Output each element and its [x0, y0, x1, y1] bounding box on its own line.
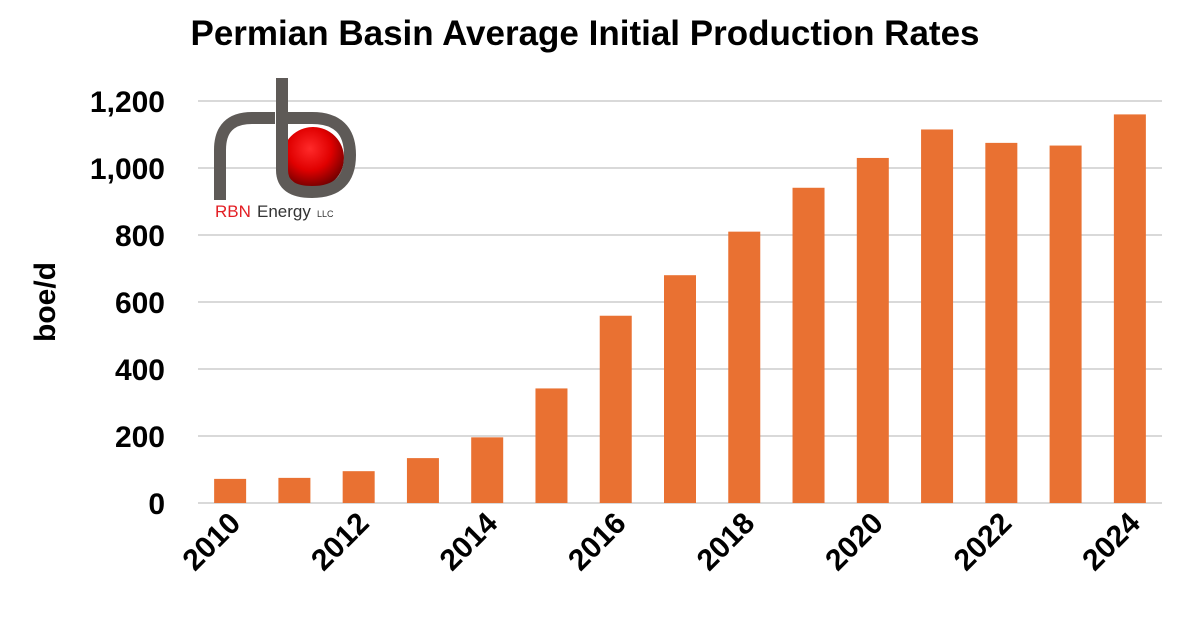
- logo-pipe: [214, 78, 357, 200]
- bar-2020: [856, 157, 889, 503]
- bar-2018: [728, 231, 761, 503]
- bar-2011: [278, 477, 311, 503]
- bar-2010: [214, 478, 247, 503]
- y-tick-label: 1,000: [90, 153, 165, 186]
- logo-rbn: RBN: [215, 202, 251, 221]
- x-tick-label: 2012: [305, 507, 376, 578]
- bar-2024: [1113, 114, 1146, 504]
- bars: [214, 114, 1146, 504]
- y-tick-label: 400: [115, 354, 165, 387]
- x-tick-label: 2010: [177, 507, 248, 578]
- bar-2015: [535, 388, 568, 503]
- x-tick-label: 2014: [434, 506, 505, 577]
- bar-2023: [1049, 145, 1082, 503]
- chart-title: Permian Basin Average Initial Production…: [190, 14, 979, 53]
- bar-2014: [471, 437, 504, 503]
- rbn-energy-logo: RBN Energy LLC: [214, 78, 357, 221]
- x-axis-ticks: 2010 2012 2014 2016 2018 2020 2022 2024: [177, 506, 1147, 577]
- bar-2013: [406, 458, 439, 503]
- logo-llc: LLC: [317, 209, 334, 219]
- y-tick-label: 0: [148, 488, 165, 521]
- y-tick-label: 200: [115, 421, 165, 454]
- y-tick-label: 1,200: [90, 86, 165, 119]
- logo-red-ball: [282, 127, 344, 189]
- bar-2019: [792, 187, 825, 503]
- x-tick-label: 2018: [691, 507, 762, 578]
- bar-2022: [985, 142, 1018, 503]
- x-tick-label: 2016: [562, 507, 633, 578]
- bar-2016: [599, 315, 632, 503]
- x-tick-label: 2022: [948, 507, 1019, 578]
- y-axis-label: boe/d: [29, 262, 62, 342]
- logo-energy: Energy: [257, 202, 311, 221]
- bar-2021: [921, 129, 954, 503]
- x-tick-label: 2024: [1076, 506, 1147, 577]
- y-axis-ticks: 0 200 400 600 800 1,000 1,200: [90, 86, 165, 521]
- bar-2017: [664, 275, 696, 503]
- x-tick-label: 2020: [819, 507, 890, 578]
- y-tick-label: 600: [115, 287, 165, 320]
- y-tick-label: 800: [115, 220, 165, 253]
- bar-2012: [342, 471, 375, 503]
